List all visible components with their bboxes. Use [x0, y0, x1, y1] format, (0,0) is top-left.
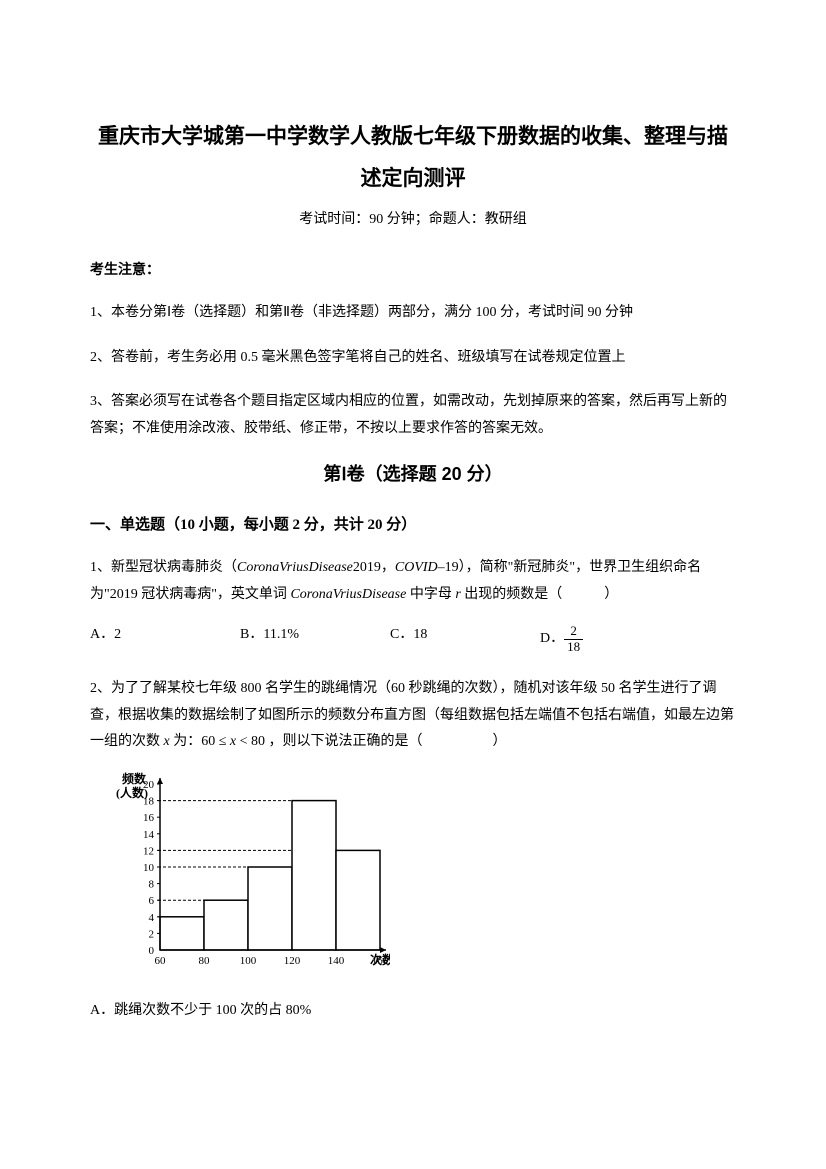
svg-text:140: 140 [328, 955, 345, 967]
q1-text1: 1、新型冠状病毒肺炎（ [90, 560, 237, 575]
q1-text5: 出现的频数是（ ） [461, 587, 619, 602]
q1-option-c: C．18 [390, 624, 540, 654]
q2-option-a: A．跳绳次数不少于 100 次的占 80% [90, 1000, 736, 1022]
svg-text:100: 100 [240, 955, 257, 967]
notice-1: 1、本卷分第Ⅰ卷（选择题）和第Ⅱ卷（非选择题）两部分，满分 100 分，考试时间… [90, 300, 736, 327]
section1-header: 第Ⅰ卷（选择题 20 分） [90, 460, 736, 489]
svg-text:6: 6 [149, 895, 155, 907]
svg-text:2: 2 [149, 928, 155, 940]
q1-italic1: CoronaVriusDisease [237, 560, 353, 575]
q1-option-b: B．11.1% [240, 624, 390, 654]
q1-options: A．2 B．11.1% C．18 D．218 [90, 624, 736, 654]
q1-text4: 中字母 [406, 587, 455, 602]
q1-italic3: CoronaVriusDisease [290, 587, 406, 602]
q1-opt-d-prefix: D． [540, 631, 564, 646]
notice-2: 2、答卷前，考生务必用 0.5 毫米黑色签字笔将自己的姓名、班级填写在试卷规定位… [90, 345, 736, 372]
notice-3: 3、答案必须写在试卷各个题目指定区域内相应的位置，如需改动，先划掉原来的答案，然… [90, 389, 736, 442]
svg-text:12: 12 [143, 845, 154, 857]
histogram-chart: 024681012141618206080100120140160频数(人数)次… [110, 772, 736, 980]
svg-text:8: 8 [149, 878, 155, 890]
exam-info: 考试时间：90 分钟；命题人：教研组 [90, 209, 736, 231]
q2-text2: 为：60 ≤ [170, 734, 230, 749]
q2-text3: < 80 ，则以下说法正确的是（ ） [236, 734, 506, 749]
q1-text2: 2019， [353, 560, 395, 575]
subsection1: 一、单选题（10 小题，每小题 2 分，共计 20 分） [90, 513, 736, 537]
svg-text:(人数): (人数) [116, 785, 148, 800]
svg-text:4: 4 [149, 912, 155, 924]
q1-opt-d-fraction: 218 [564, 624, 583, 654]
svg-text:120: 120 [284, 955, 301, 967]
svg-text:60: 60 [155, 955, 167, 967]
svg-text:16: 16 [143, 812, 155, 824]
q1-option-d: D．218 [540, 624, 583, 654]
q1-opt-d-den: 18 [564, 640, 583, 654]
title-line1: 重庆市大学城第一中学数学人教版七年级下册数据的收集、整理与描 [90, 120, 736, 154]
q1-option-a: A．2 [90, 624, 240, 654]
histogram-svg: 024681012141618206080100120140160频数(人数)次… [110, 772, 390, 972]
q1-italic2: COVID [395, 560, 438, 575]
svg-text:80: 80 [199, 955, 211, 967]
svg-text:10: 10 [143, 862, 155, 874]
title-line2: 述定向测评 [90, 162, 736, 196]
question-1: 1、新型冠状病毒肺炎（CoronaVriusDisease2019，COVID–… [90, 555, 736, 608]
svg-text:次数: 次数 [370, 952, 390, 967]
notice-header: 考生注意： [90, 260, 736, 282]
svg-text:14: 14 [143, 829, 155, 841]
question-2: 2、为了了解某校七年级 800 名学生的跳绳情况（60 秒跳绳的次数），随机对该… [90, 676, 736, 756]
q1-opt-d-num: 2 [564, 624, 583, 639]
svg-text:频数: 频数 [122, 772, 147, 786]
